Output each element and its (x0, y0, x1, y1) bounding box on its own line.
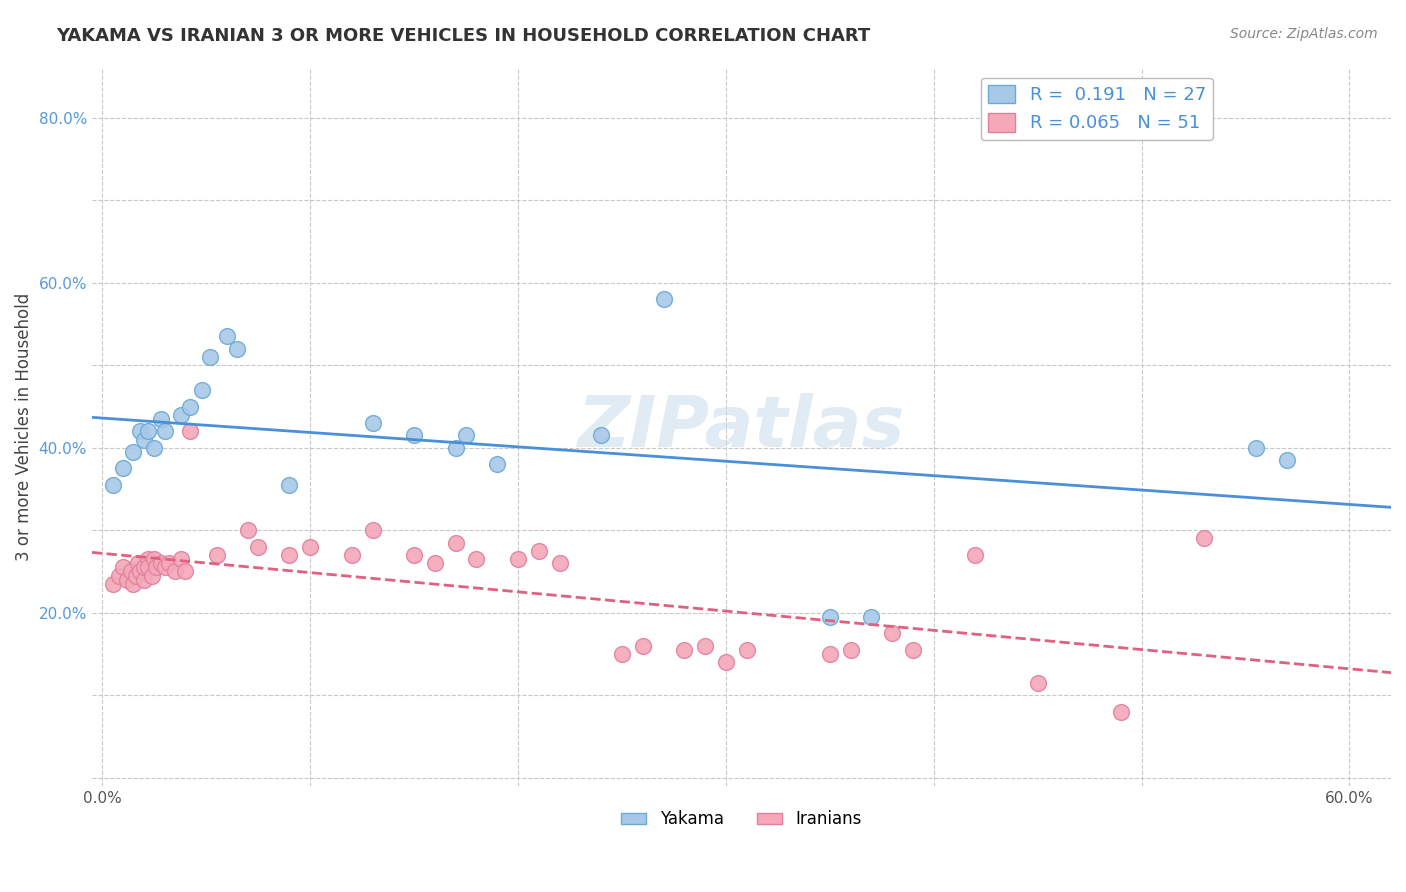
Point (132, 573, 155, 587)
Point (128, 565, 150, 579)
Y-axis label: 3 or more Vehicles in Household: 3 or more Vehicles in Household (15, 293, 32, 561)
Point (122, 576, 145, 591)
Point (149, 412, 172, 426)
Point (901, 642, 924, 657)
Point (423, 556, 446, 570)
Point (132, 433, 155, 447)
Point (444, 441, 467, 455)
Point (108, 568, 131, 582)
Point (454, 428, 477, 442)
Point (165, 565, 187, 579)
Legend: Yakama, Iranians: Yakama, Iranians (614, 804, 869, 835)
Point (1109, 705, 1132, 719)
Point (839, 642, 862, 657)
Point (179, 400, 201, 414)
Point (157, 556, 180, 570)
Point (591, 428, 613, 442)
Point (465, 552, 488, 566)
Point (117, 573, 139, 587)
Point (361, 416, 384, 430)
Point (735, 642, 758, 657)
Point (1244, 441, 1267, 455)
Point (818, 647, 841, 661)
Point (191, 383, 214, 397)
Point (141, 568, 163, 582)
Point (136, 424, 159, 438)
Point (236, 523, 259, 537)
Point (179, 424, 201, 438)
Point (174, 565, 197, 579)
Point (120, 565, 142, 579)
Text: Source: ZipAtlas.com: Source: ZipAtlas.com (1230, 27, 1378, 41)
Point (548, 556, 571, 570)
Text: YAKAMA VS IRANIAN 3 OR MORE VEHICLES IN HOUSEHOLD CORRELATION CHART: YAKAMA VS IRANIAN 3 OR MORE VEHICLES IN … (56, 27, 870, 45)
Point (143, 552, 166, 566)
Point (965, 548, 987, 562)
Point (527, 544, 550, 558)
Point (404, 428, 426, 442)
Point (101, 576, 124, 591)
Point (127, 556, 149, 570)
Point (340, 548, 363, 562)
Point (299, 540, 322, 554)
Point (506, 552, 529, 566)
Point (631, 639, 654, 653)
Point (132, 560, 155, 574)
Point (153, 560, 176, 574)
Point (112, 461, 135, 475)
Point (1026, 675, 1049, 690)
Point (124, 568, 146, 582)
Point (404, 548, 426, 562)
Point (882, 626, 904, 640)
Point (1192, 532, 1215, 546)
Point (112, 560, 135, 574)
Point (101, 478, 124, 492)
Point (361, 523, 384, 537)
Text: ZIPatlas: ZIPatlas (578, 392, 905, 462)
Point (247, 540, 270, 554)
Point (205, 548, 228, 562)
Point (143, 441, 166, 455)
Point (170, 408, 193, 422)
Point (200, 350, 222, 364)
Point (1275, 453, 1298, 467)
Point (444, 535, 467, 549)
Point (122, 445, 145, 459)
Point (486, 457, 509, 471)
Point (145, 560, 167, 574)
Point (860, 609, 883, 624)
Point (693, 639, 716, 653)
Point (136, 560, 159, 574)
Point (153, 424, 176, 438)
Point (278, 548, 301, 562)
Point (215, 329, 238, 343)
Point (610, 647, 633, 661)
Point (818, 609, 841, 624)
Point (136, 552, 159, 566)
Point (652, 293, 675, 307)
Point (226, 342, 249, 356)
Point (149, 556, 172, 570)
Point (673, 642, 696, 657)
Point (278, 478, 301, 492)
Point (128, 424, 150, 438)
Point (714, 655, 737, 669)
Point (170, 552, 193, 566)
